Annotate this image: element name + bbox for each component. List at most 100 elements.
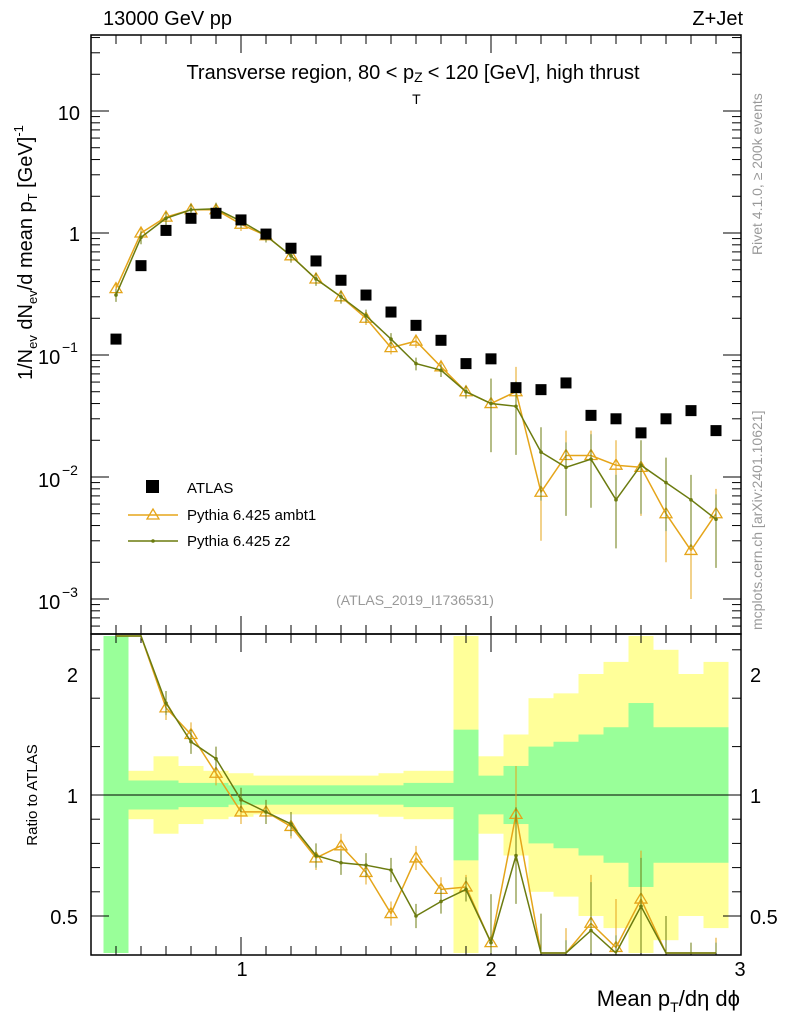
ratio-point-ambt1 [333,838,349,851]
atlas-point [560,377,572,389]
ratio-point-z2 [314,853,318,858]
atlas-point [460,358,472,370]
ratio-ytick-right-2: 2 [750,665,761,687]
ratio-point-ambt1 [383,906,399,919]
atlas-point [160,224,172,236]
ytick-label-1e-1: 10 −1 [38,339,78,369]
atlas-point [635,427,647,439]
ytick-label-10: 10 [58,103,80,125]
rivet-label: Rivet 4.1.0, ≥ 200k events [749,93,765,255]
xtick-label-3: 3 [734,959,745,981]
ratio-point-z2 [164,701,168,705]
main-point-z2 [514,404,518,409]
svg-text:−2: −2 [62,462,78,478]
legend-ambt1-marker [145,507,161,520]
main-line-ambt1 [115,209,717,552]
atlas-point [660,413,672,425]
main-point-z2 [289,254,293,258]
ratio-point-z2 [589,928,593,933]
ratio-point-ambt1 [408,850,424,863]
main-point-z2 [139,235,143,240]
ratio-ylabel: Ratio to ATLAS [24,744,41,845]
atlas-point [410,319,422,331]
main-point-z2 [164,216,168,221]
main-point-z2 [414,361,418,366]
mcplots-label: mcplots.cern.ch [arXiv:2401.10621] [749,411,765,630]
atlas-point [210,207,222,219]
main-point-z2 [364,313,368,318]
atlas-point [510,382,522,394]
atlas-point [435,334,447,346]
atlas-point [385,306,397,318]
main-point-z2 [339,294,343,299]
main-point-z2 [714,517,718,522]
ratio-point-z2 [514,853,518,858]
atlas-point [585,409,597,421]
ratio-point-z2 [239,798,243,802]
main-point-ambt1 [683,543,699,556]
atlas-point [485,353,497,365]
energy-label: 13000 GeV pp [103,8,232,30]
xtick-label-1: 1 [236,959,247,981]
main-point-z2 [189,207,193,212]
atlas-point [310,255,322,267]
svg-text:−1: −1 [62,339,78,355]
legend-atlas-marker [146,480,159,493]
svg-text:10: 10 [38,347,60,369]
main-point-z2 [439,368,443,373]
atlas-point [685,405,697,417]
svg-text:−3: −3 [62,584,78,600]
xtick-label-2: 2 [485,959,496,981]
atlas-point [535,384,547,396]
main-point-z2 [489,401,493,406]
plot-title-sub: T [412,91,421,107]
xlabel: Mean pT/dη dϕ [597,986,740,1015]
main-point-ambt1 [608,457,624,470]
ratio-point-z2 [264,810,268,814]
ratio-point-z2 [364,863,368,867]
main-point-z2 [389,337,393,341]
ratio-point-ambt1 [233,804,249,817]
analysis-watermark: (ATLAS_2019_I1736531) [336,592,494,608]
main-point-ambt1 [408,333,424,346]
svg-text:10: 10 [38,592,60,614]
ratio-point-ambt1 [208,765,224,778]
ratio-point-z2 [414,914,418,918]
ratio-point-z2 [289,822,293,826]
main-point-z2 [689,498,693,502]
main-point-z2 [314,277,318,281]
atlas-point [360,289,372,301]
ratio-ytick-right-1: 1 [750,786,761,808]
main-ylabel: 1/Nev dNev/d mean pT [GeV]-1 [11,125,40,380]
main-point-z2 [464,389,468,394]
main-point-z2 [539,450,543,454]
legend-ambt1-label: Pythia 6.425 ambt1 [187,507,316,524]
ratio-point-z2 [339,860,343,865]
ratio-point-z2 [214,756,218,761]
main-point-z2 [639,463,643,467]
legend-z2-marker [151,539,155,543]
ratio-ytick-left-1: 1 [67,786,78,808]
atlas-point [185,212,197,224]
plot-title-sup: Z [414,69,423,85]
main-point-z2 [589,457,593,461]
data-series [108,202,724,955]
plot-title-text: Transverse region, 80 < p [186,62,415,84]
svg-text:10: 10 [38,470,60,492]
ytick-label-1: 1 [69,224,80,246]
legend-z2-label: Pythia 6.425 z2 [187,533,290,550]
ratio-ytick-right-0.5: 0.5 [750,907,778,929]
ratio-ytick-left-2: 2 [67,665,78,687]
ratio-point-z2 [489,940,493,945]
legend-atlas-label: ATLAS [187,480,233,497]
atlas-point [285,242,297,254]
process-label: Z+Jet [692,8,743,30]
ratio-point-z2 [464,887,468,892]
svg-text:1/Nev dNev/d mean pT [GeV]-1: 1/Nev dNev/d mean pT [GeV]-1 [11,125,40,380]
atlas-point [110,333,122,345]
main-point-z2 [564,465,568,470]
atlas-point [710,425,722,437]
atlas-point [260,228,272,240]
plot-title-tail: < 120 [GeV], high thrust [422,62,640,84]
